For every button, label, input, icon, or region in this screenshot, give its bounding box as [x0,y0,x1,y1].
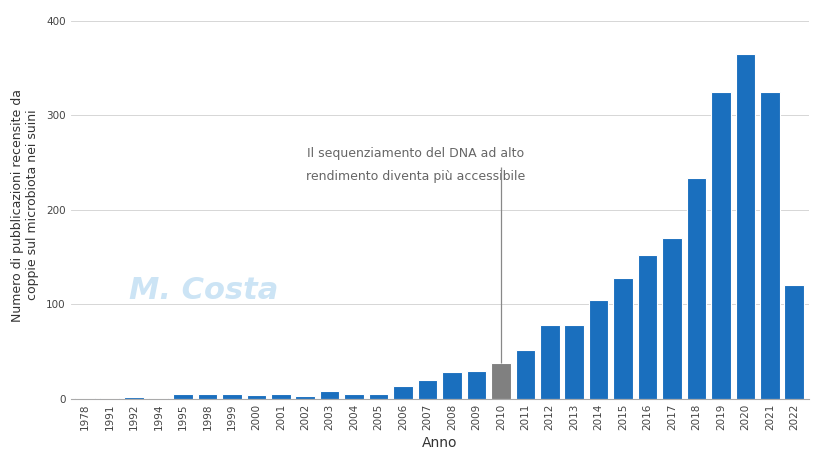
Bar [173,394,192,399]
Bar [344,394,364,399]
Bar [515,350,535,399]
Bar [735,53,754,399]
Bar [417,380,437,399]
Bar [393,386,412,399]
Bar [319,391,339,399]
Bar [148,398,168,399]
Bar [441,372,461,399]
Bar [686,177,705,399]
Bar [759,92,779,399]
Bar [222,394,242,399]
Bar [197,394,217,399]
Bar [613,278,632,399]
Text: M. Costa: M. Costa [129,276,278,305]
Bar [539,325,559,399]
Bar [247,395,266,399]
Bar [491,363,510,399]
Bar [662,238,681,399]
X-axis label: Anno: Anno [422,436,457,450]
Bar [271,394,290,399]
Text: rendimento diventa più accessibile: rendimento diventa più accessibile [305,170,524,183]
Y-axis label: Numero di pubblicazioni recensite da
coppie sul microbiota nei suini: Numero di pubblicazioni recensite da cop… [11,89,39,321]
Bar [100,398,120,399]
Bar [784,285,803,399]
Bar [563,325,583,399]
Bar [295,396,314,399]
Bar [369,394,388,399]
Bar [124,397,143,399]
Bar [75,398,95,399]
Bar [466,371,486,399]
Bar [637,255,657,399]
Bar [588,300,608,399]
Bar [710,92,730,399]
Text: Il sequenziamento del DNA ad alto: Il sequenziamento del DNA ad alto [306,147,523,160]
